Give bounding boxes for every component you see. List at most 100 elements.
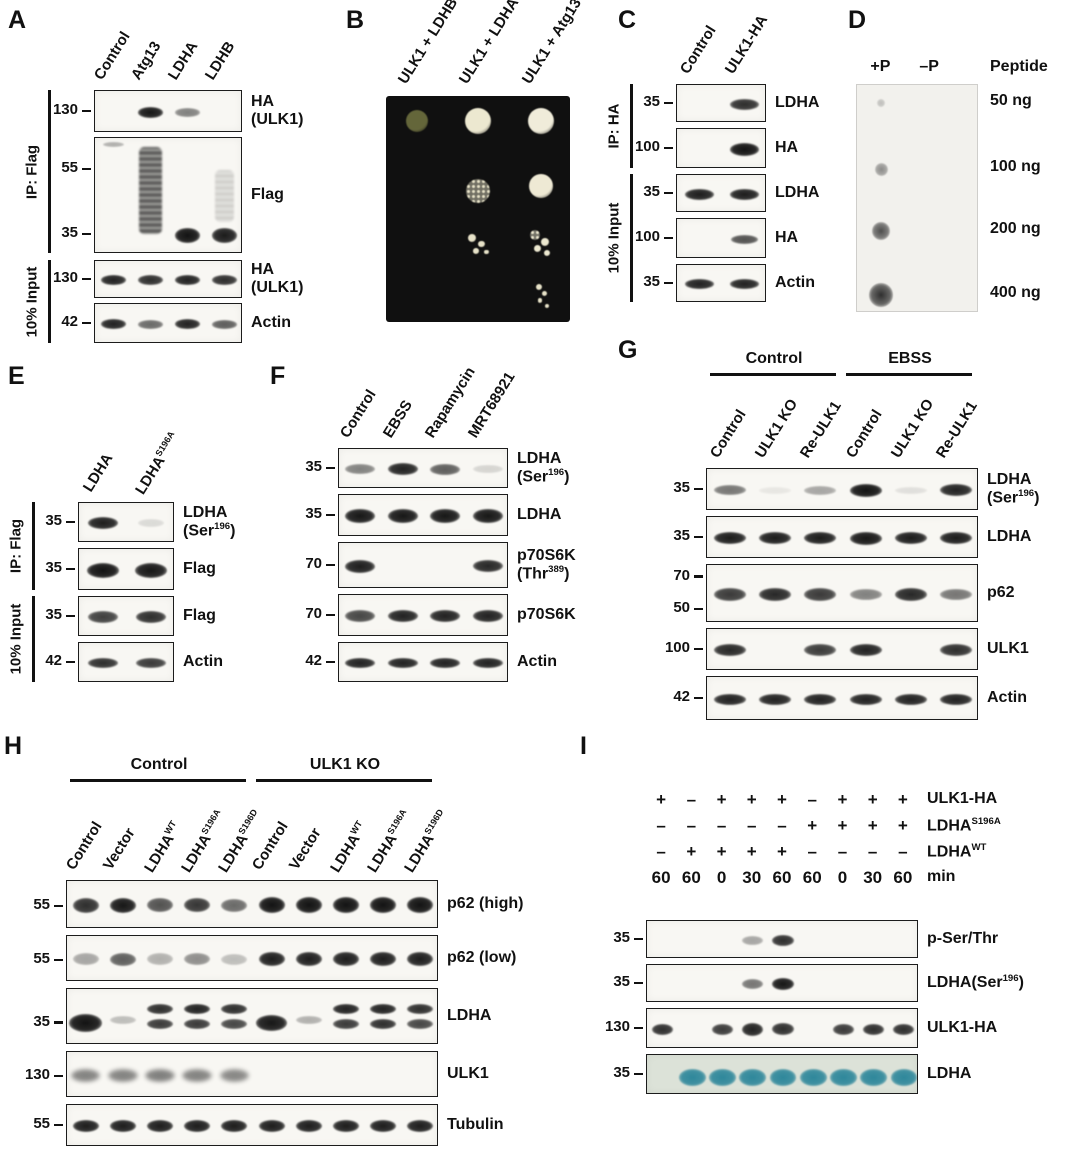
blot-target-label: p70S6K [517,606,576,624]
mw-marker: 55 [33,896,50,914]
protein-band [731,234,758,244]
mw-marker: 70 [305,555,322,572]
protein-band [772,978,794,990]
condition-symbol: + [867,816,878,835]
condition-symbol: – [867,842,878,861]
yeast-spot [468,234,477,243]
mw-marker: 55 [33,1115,50,1132]
protein-band [684,279,715,289]
yeast-spot [478,240,485,248]
blot-target-label: Tubulin [447,1116,504,1134]
protein-band [182,1068,213,1082]
yeast-spot [534,244,542,253]
mw-marker: 35 [613,929,630,946]
protein-band [345,464,376,474]
protein-band [895,693,927,705]
mw-tick [66,520,75,523]
mw-marker: 42 [305,652,322,669]
protein-band [69,1013,102,1032]
blot-strip [338,542,508,588]
group-bracket-line [48,260,51,343]
protein-band [72,1120,99,1132]
panel-letter-D: D [848,6,867,34]
condition-symbol: + [746,790,757,809]
condition-symbol: + [897,816,908,835]
protein-band [211,319,238,329]
protein-band [679,1068,706,1086]
protein-band [387,610,418,622]
mw-marker: 100 [634,138,660,155]
group-label: 10% Input [23,266,41,337]
mw-marker: 50 [673,599,690,617]
condition-symbol: 0 [837,868,848,887]
blot-strip [78,548,174,590]
protein-band [759,486,791,494]
protein-band [940,588,973,600]
protein-band [221,1018,248,1029]
blot-target-label: HA (ULK1) [251,93,304,128]
mw-tick [54,1074,63,1078]
protein-band [713,693,746,705]
blot-target-label: LDHA(Ser196) [517,449,570,486]
blot-target-label: ULK1 [987,640,1029,658]
panel-letter-C: C [618,6,637,34]
mw-tick [634,1026,643,1029]
blot-strip [646,1054,918,1094]
mw-tick [66,660,75,663]
protein-band [137,106,164,118]
mw-marker: 35 [673,527,690,544]
treatment-group-label: EBSS [888,350,932,367]
protein-band [295,952,322,966]
mw-marker: 42 [45,652,62,669]
blot-strip [706,516,978,558]
condition-symbol: + [656,790,667,809]
protein-band [332,897,359,913]
condition-symbol: – [686,790,697,809]
mw-marker: 35 [305,458,322,475]
yeast-spot [483,249,489,255]
condition-symbol: – [898,842,908,861]
protein-band [136,658,166,668]
lane-label: Control [842,406,886,461]
blot-target-label: Flag [183,607,216,625]
yeast-spot [466,178,490,203]
protein-band [387,463,418,475]
blot-target-label: p70S6K (Thr389) [517,546,576,583]
protein-band [387,658,418,668]
condition-symbol: 30 [742,868,762,887]
panel-C: C 35 LDHA 100 HA 35 LDHA 100 HA 35 Actin Control ULK… [606,6,844,346]
protein-band [407,1120,434,1132]
treatment-group-line [846,373,972,376]
blot-target-label: Actin [517,653,557,671]
protein-band [742,1022,764,1036]
protein-band [430,610,461,622]
column-label: ULK1 + LDHA [455,0,523,87]
condition-symbol: 60 [772,868,792,887]
protein-band [109,1015,136,1024]
yeast-spot [530,229,541,240]
protein-band [407,1018,434,1029]
mw-marker: 55 [33,950,50,968]
protein-band [759,532,791,544]
protein-band [472,658,503,668]
blot-target-label: Flag [183,560,216,578]
treatment-group-line [710,373,836,376]
condition-symbol: – [656,842,666,861]
mw-tick [694,696,703,699]
protein-band [145,1068,175,1082]
blot-strip [706,564,978,622]
lane-label: Atg13 [127,38,164,83]
group-bracket-line [48,90,51,253]
protein-band [804,693,837,705]
protein-band [107,1068,138,1082]
peptide-dot [874,162,888,176]
protein-band [804,587,837,601]
panel-G: G 35 LDHA (Ser196) 35 LDHA 70 50 p62 100 ULK1 42 Act… [616,336,1080,726]
mw-marker: 35 [613,973,630,990]
protein-band [255,1014,288,1031]
protein-band [136,611,166,623]
yeast-spot [542,291,548,297]
protein-band [430,463,461,475]
protein-band [332,1004,359,1015]
